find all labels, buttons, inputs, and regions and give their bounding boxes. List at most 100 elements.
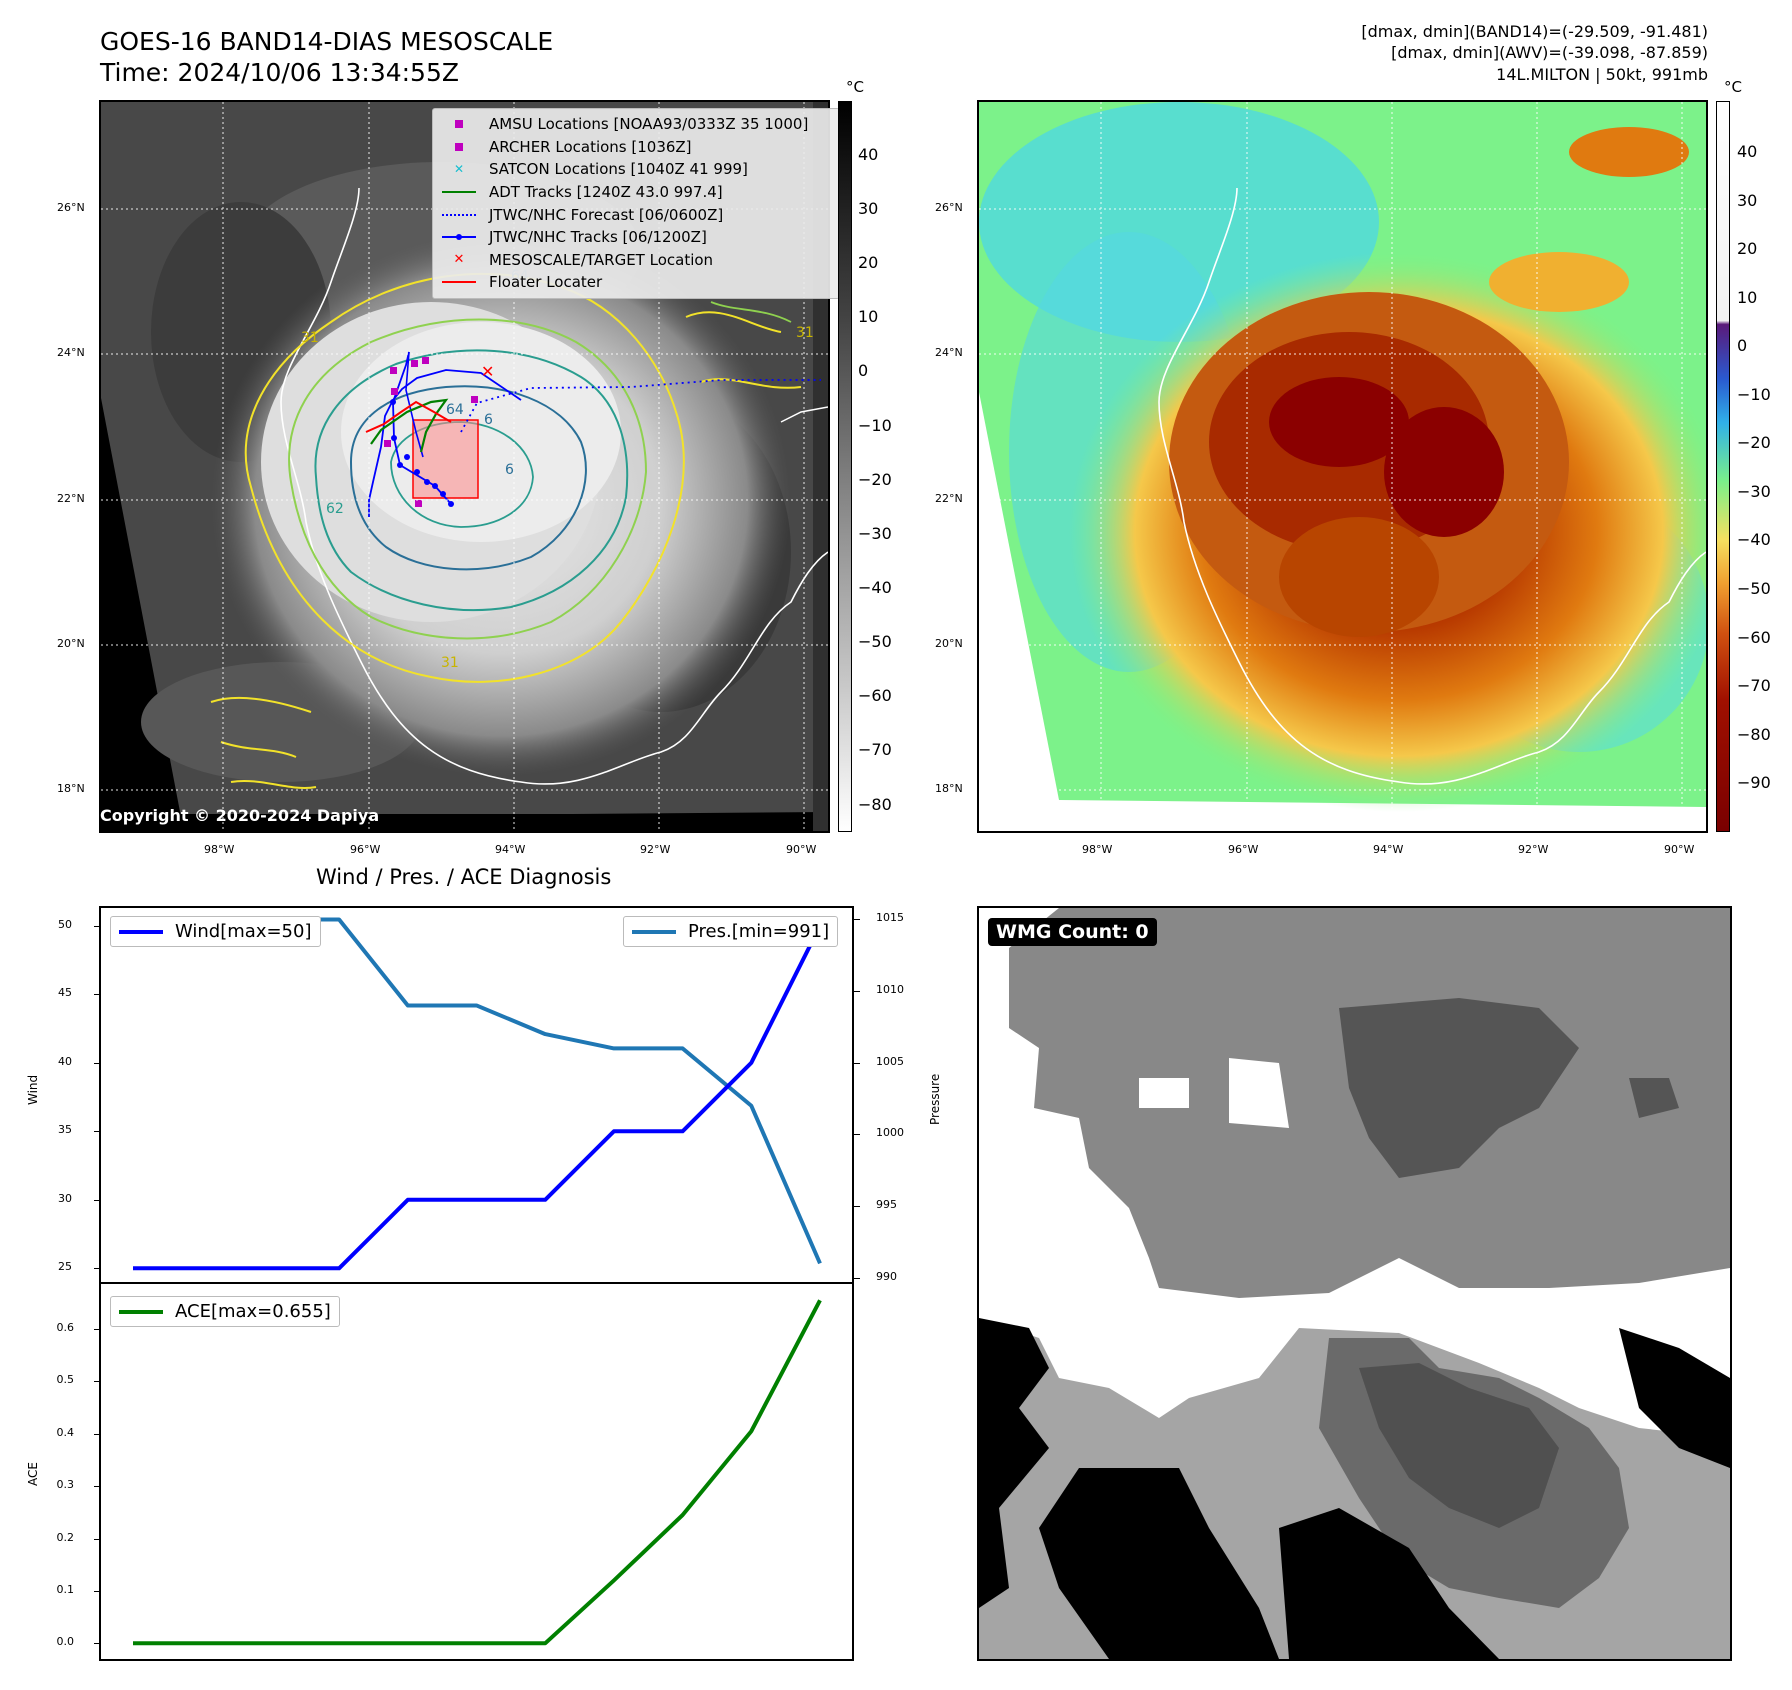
pressure-tick-label: 1005	[876, 1054, 904, 1068]
pressure-tick-mark	[854, 1134, 860, 1136]
contour-label-31c: 31	[441, 655, 459, 671]
ace-tick-label: 0.4	[56, 1425, 75, 1439]
contour-label-6b: 6	[505, 462, 514, 478]
lon-label-96-left: 96°W	[350, 843, 381, 856]
color-cb-tick: 10	[1737, 288, 1758, 307]
lat-label-18-left: 18°N	[57, 782, 85, 795]
gray-cb-tick: −40	[858, 578, 892, 597]
pressure-legend: Pres.[min=991]	[623, 916, 839, 947]
info-storm: 14L.MILTON | 50kt, 991mb	[1496, 65, 1708, 84]
ace-tick-label: 0.2	[56, 1530, 75, 1544]
ir-color-map	[977, 100, 1708, 833]
wmg-count-badge: WMG Count: 0	[988, 918, 1157, 946]
pressure-tick-mark	[854, 1277, 860, 1279]
pressure-tick-label: 995	[876, 1198, 897, 1212]
ace-tick-label: 0.3	[56, 1478, 75, 1492]
lat-label-26-right: 26°N	[935, 201, 963, 214]
lon-label-92-right: 92°W	[1518, 843, 1549, 856]
lat-label-20-right: 20°N	[935, 637, 963, 650]
legend-item-forecast: JTWC/NHC Forecast [06/0600Z]	[441, 203, 831, 226]
ace-tick-label: 0.5	[56, 1373, 75, 1387]
svg-text:✕: ✕	[481, 362, 494, 381]
info-awv: [dmax, dmin](AWV)=(-39.098, -87.859)	[1391, 43, 1708, 62]
contour-label-64b: 64	[446, 402, 464, 418]
legend-item-tracks: JTWC/NHC Tracks [06/1200Z]	[441, 226, 831, 249]
wind-tick-mark	[94, 1268, 100, 1270]
color-cb-tick: −10	[1737, 385, 1771, 404]
legend-label-forecast: JTWC/NHC Forecast [06/0600Z]	[489, 205, 724, 224]
pressure-tick-label: 1000	[876, 1126, 904, 1140]
gray-cb-tick: −80	[858, 795, 892, 814]
wind-pressure-chart	[99, 906, 854, 1284]
lon-label-94-left: 94°W	[495, 843, 526, 856]
gray-colorbar-unit: °C	[846, 78, 864, 96]
wind-legend-label: Wind[max=50]	[175, 921, 312, 942]
square-marker-icon	[441, 120, 477, 129]
pressure-tick-mark	[854, 1206, 860, 1208]
wind-tick-label: 35	[58, 1123, 72, 1137]
color-cb-tick: −40	[1737, 530, 1771, 549]
legend-label-satcon: SATCON Locations [1040Z 41 999]	[489, 160, 748, 179]
pressure-series-line	[133, 917, 822, 1265]
wind-tick-mark	[94, 925, 100, 927]
wind-legend: Wind[max=50]	[110, 916, 321, 947]
lat-label-26-left: 26°N	[57, 201, 85, 214]
legend-item-floater: Floater Locater	[441, 271, 831, 294]
contour-label-31a: 31	[796, 325, 814, 341]
legend-label-tracks: JTWC/NHC Tracks [06/1200Z]	[489, 228, 707, 247]
legend-item-archer: ARCHER Locations [1036Z]	[441, 136, 831, 159]
pressure-tick-label: 1010	[876, 983, 904, 997]
ace-tick-mark	[94, 1433, 100, 1435]
lon-label-92-left: 92°W	[640, 843, 671, 856]
ace-tick-mark	[94, 1381, 100, 1383]
ace-legend-line-icon	[119, 1309, 163, 1314]
legend-label-adt: ADT Tracks [1240Z 43.0 997.4]	[489, 183, 723, 202]
lon-label-90-left: 90°W	[786, 843, 817, 856]
lat-label-22-right: 22°N	[935, 492, 963, 505]
color-cb-tick: −60	[1737, 628, 1771, 647]
color-colorbar-unit: °C	[1724, 78, 1742, 96]
gray-cb-tick: 30	[858, 199, 879, 218]
legend-label-archer: ARCHER Locations [1036Z]	[489, 137, 692, 156]
solid-line-icon	[441, 281, 477, 284]
ace-tick-label: 0.6	[56, 1321, 75, 1335]
wind-tick-label: 40	[58, 1054, 72, 1068]
pressure-legend-label: Pres.[min=991]	[688, 921, 830, 942]
ace-plot	[133, 1299, 822, 1646]
pressure-tick-mark	[854, 991, 860, 993]
wind-tick-label: 45	[58, 986, 72, 1000]
ace-legend-label: ACE[max=0.655]	[175, 1301, 331, 1322]
lon-label-94-right: 94°W	[1373, 843, 1404, 856]
lon-label-98-left: 98°W	[204, 843, 235, 856]
x-marker-icon: ✕	[453, 162, 465, 177]
ace-legend: ACE[max=0.655]	[110, 1296, 340, 1327]
gray-cb-tick: 20	[858, 253, 879, 272]
ir-color-map-graphic	[979, 102, 1706, 831]
contour-label-62: 62	[326, 501, 344, 517]
x-marker-icon: ✕	[453, 252, 465, 268]
gray-cb-tick: −60	[858, 686, 892, 705]
legend-label-amsu: AMSU Locations [NOAA93/0333Z 35 1000]	[489, 115, 809, 134]
solid-line-icon	[441, 191, 477, 194]
diagnosis-title: Wind / Pres. / ACE Diagnosis	[316, 865, 612, 889]
dotted-line-icon	[441, 213, 477, 216]
lon-label-98-right: 98°W	[1082, 843, 1113, 856]
gray-cb-tick: −10	[858, 416, 892, 435]
contour-label-31b: 31	[301, 330, 319, 346]
color-cb-tick: −30	[1737, 482, 1771, 501]
gray-cb-tick: −70	[858, 740, 892, 759]
ace-series-line	[133, 1299, 822, 1646]
pressure-legend-line-icon	[632, 929, 676, 934]
color-cb-tick: −50	[1737, 579, 1771, 598]
color-cb-tick: 30	[1737, 191, 1758, 210]
pressure-tick-label: 1015	[876, 911, 904, 925]
legend-item-mesoscale: ✕ MESOSCALE/TARGET Location	[441, 249, 831, 272]
pressure-tick-label: 990	[876, 1269, 897, 1283]
gray-cb-tick: −50	[858, 632, 892, 651]
wmg-image	[979, 908, 1730, 1659]
copyright-text: Copyright © 2020-2024 Dapiya	[100, 806, 380, 825]
color-cb-tick: −90	[1737, 773, 1771, 792]
ace-tick-label: 0.0	[56, 1635, 75, 1649]
legend-item-amsu: AMSU Locations [NOAA93/0333Z 35 1000]	[441, 113, 831, 136]
gray-cb-tick: −20	[858, 470, 892, 489]
